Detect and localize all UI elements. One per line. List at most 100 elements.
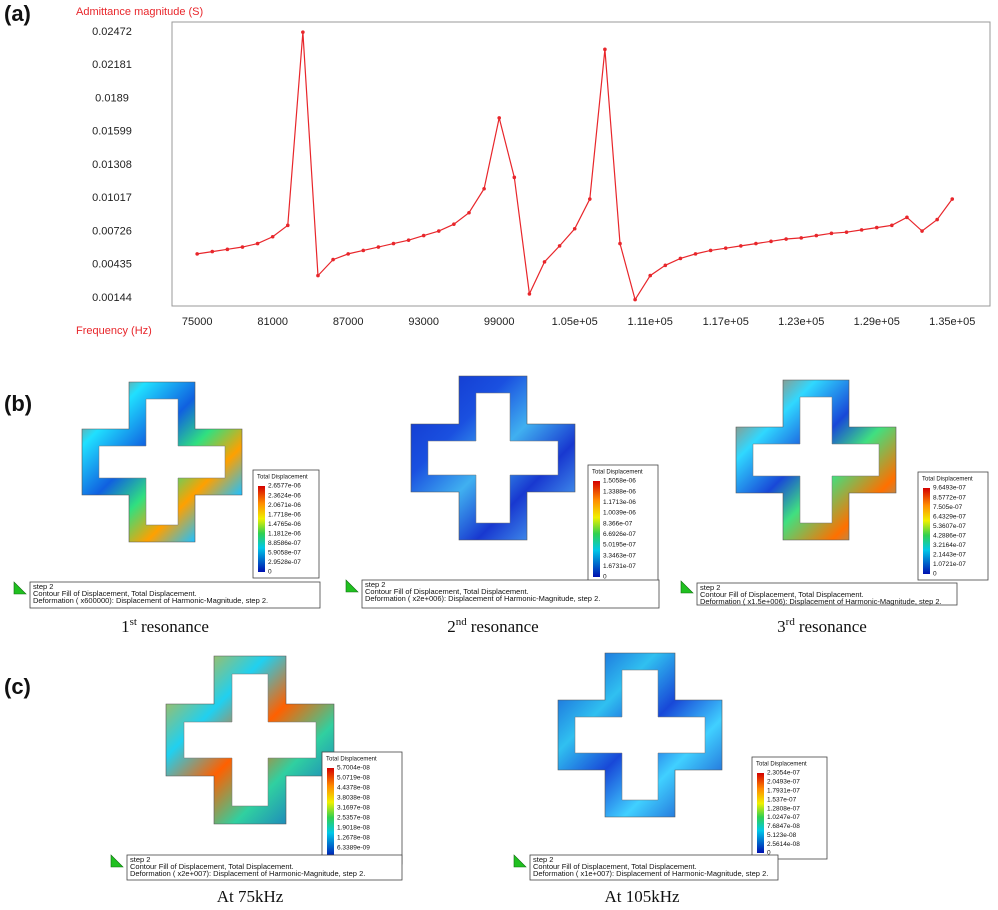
data-point	[845, 230, 849, 234]
legend-value: 1.1812e-06	[268, 530, 301, 537]
x-tick-label: 1.35e+05	[929, 316, 975, 328]
x-tick-label: 1.29e+05	[854, 316, 900, 328]
data-point	[361, 249, 365, 253]
data-point	[920, 229, 924, 233]
data-point	[437, 229, 441, 233]
data-point	[588, 197, 592, 201]
legend-title: Total Displacement	[326, 757, 377, 763]
data-point	[739, 244, 743, 248]
data-point	[860, 228, 864, 232]
legend-value: 7.6847e-08	[767, 823, 800, 830]
legend-value: 2.3054e-07	[767, 770, 800, 777]
legend-value: 2.5357e-08	[337, 815, 370, 822]
legend-value: 1.1713e-06	[603, 499, 636, 506]
legend-value: 5.0719e-08	[337, 775, 370, 782]
plot-frame	[172, 22, 990, 306]
legend-value: 8.5772e-07	[933, 494, 966, 501]
data-point	[799, 236, 803, 240]
caption-text: resonance	[471, 617, 539, 636]
data-point	[286, 224, 290, 228]
caption: At 105kHz	[604, 887, 680, 906]
data-point	[331, 258, 335, 262]
caption-text: resonance	[141, 617, 209, 636]
data-point	[271, 235, 275, 239]
data-point	[497, 116, 501, 120]
data-point	[784, 237, 788, 241]
data-point	[830, 232, 834, 236]
caption-suffix: st	[130, 616, 137, 628]
legend-title: Total Displacement	[257, 475, 308, 481]
figure: (a) (b) (c) Admittance magnitude (S) Fre…	[0, 0, 998, 910]
legend-value: 1.2808e-07	[767, 805, 800, 812]
data-point	[769, 240, 773, 244]
deformation-label: Deformation ( x2e+007): Displacement of …	[130, 869, 365, 878]
data-point	[573, 227, 577, 231]
axis-triad	[14, 582, 26, 594]
data-point	[724, 246, 728, 250]
panel-label: (c)	[4, 674, 31, 699]
deformation-label: Deformation ( x1.5e+006): Displacement o…	[700, 597, 942, 606]
deformation-label: Deformation ( x2e+006): Displacement of …	[365, 594, 600, 603]
data-point	[316, 274, 320, 278]
data-point	[256, 242, 260, 246]
legend-value: 1.6731e-07	[603, 563, 636, 570]
legend-value: 4.4378e-08	[337, 785, 370, 792]
deformation-label: Deformation ( x1e+007): Displacement of …	[533, 869, 768, 878]
y-tick-label: 0.02472	[92, 26, 132, 38]
data-point	[210, 250, 214, 254]
legend-value: 2.0671e-06	[268, 502, 301, 509]
y-tick-label: 0.02181	[92, 59, 132, 71]
legend-value: 2.0493e-07	[767, 779, 800, 786]
data-line	[197, 32, 952, 299]
legend-value: 6.3389e-09	[337, 845, 370, 852]
legend-value: 1.7718e-06	[268, 511, 301, 518]
data-point	[392, 242, 396, 246]
caption: 3rdresonance	[777, 616, 867, 636]
legend-value: 8.366e-07	[603, 520, 633, 527]
data-point	[648, 274, 652, 278]
legend-value: 6.6926e-07	[603, 531, 636, 538]
legend-title: Total Displacement	[922, 477, 973, 483]
legend-value: 0	[268, 569, 272, 576]
legend-value: 3.2164e-07	[933, 542, 966, 549]
data-point	[890, 224, 894, 228]
y-tick-label: 0.00435	[92, 259, 132, 271]
colorbar	[327, 768, 334, 858]
y-axis-title: Admittance magnitude (S)	[76, 6, 203, 18]
legend-value: 2.1443e-07	[933, 552, 966, 559]
y-tick-label: 0.01017	[92, 192, 132, 204]
x-tick-label: 81000	[257, 316, 288, 328]
contour-hole	[753, 397, 879, 523]
legend-value: 1.0721e-07	[933, 561, 966, 568]
contour-hole	[428, 393, 558, 523]
data-point	[754, 242, 758, 246]
legend-value: 1.537e-07	[767, 796, 797, 803]
data-point	[694, 252, 698, 256]
x-tick-label: 87000	[333, 316, 364, 328]
axis-triad	[346, 580, 358, 592]
y-tick-label: 0.01599	[92, 126, 132, 138]
deformation-label: Deformation ( x600000): Displacement of …	[33, 596, 268, 605]
y-tick-label: 0.0189	[95, 92, 129, 104]
data-point	[709, 249, 713, 253]
caption-suffix: nd	[456, 616, 468, 628]
y-tick-label: 0.01308	[92, 159, 132, 171]
x-tick-label: 99000	[484, 316, 515, 328]
data-point	[226, 248, 230, 252]
data-point	[422, 234, 426, 238]
colorbar	[593, 481, 600, 577]
data-point	[875, 226, 879, 230]
legend-value: 0	[933, 571, 937, 578]
data-point	[407, 238, 411, 242]
contour-hole	[99, 399, 225, 525]
data-point	[950, 197, 954, 201]
data-point	[513, 176, 517, 180]
legend-value: 5.0195e-07	[603, 542, 636, 549]
legend-value: 5.7004e-08	[337, 765, 370, 772]
legend-value: 9.6493e-07	[933, 485, 966, 492]
legend-value: 2.9528e-07	[268, 559, 301, 566]
data-point	[452, 222, 456, 226]
x-tick-label: 1.17e+05	[703, 316, 749, 328]
axis-triad	[111, 855, 123, 867]
